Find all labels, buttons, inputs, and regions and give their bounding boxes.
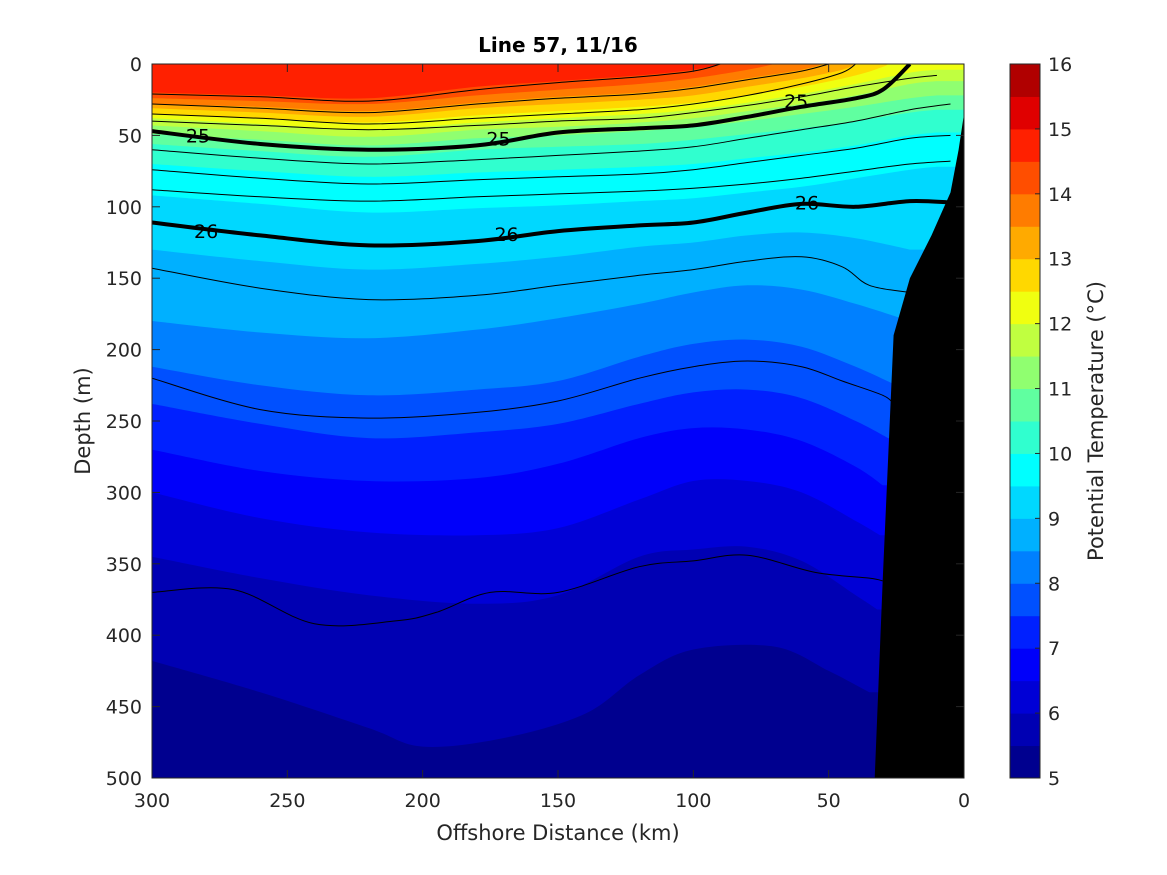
y-tick-label: 450	[106, 697, 142, 719]
chart-title: Line 57, 11/16	[478, 33, 638, 57]
contour-label: 25	[784, 91, 808, 113]
density-contour	[152, 360, 894, 419]
colorbar-swatch	[1010, 485, 1040, 519]
x-tick-label: 100	[675, 790, 711, 812]
temperature-band	[152, 64, 964, 99]
x-tick-label: 0	[958, 790, 970, 812]
y-tick-label: 100	[106, 197, 142, 219]
y-tick-label: 350	[106, 554, 142, 576]
colorbar-swatch	[1010, 713, 1040, 747]
density-contour	[152, 64, 721, 102]
colorbar-tick-label: 11	[1048, 379, 1072, 401]
colorbar-tick-label: 5	[1048, 768, 1060, 790]
x-tick-label: 200	[405, 790, 441, 812]
colorbar-tick-label: 16	[1048, 54, 1072, 76]
colorbar-swatch	[1010, 745, 1040, 779]
colorbar-swatch	[1010, 323, 1040, 357]
colorbar-swatch	[1010, 518, 1040, 552]
colorbar-swatch	[1010, 291, 1040, 325]
colorbar-tick-label: 7	[1048, 638, 1060, 660]
contour-label: 25	[186, 125, 210, 147]
colorbar-tick-label: 12	[1048, 314, 1072, 336]
colorbar-swatch	[1010, 388, 1040, 422]
colorbar-swatch	[1010, 64, 1040, 97]
y-tick-label: 0	[130, 54, 142, 76]
x-tick-label: 50	[817, 790, 841, 812]
colorbar-tick-label: 6	[1048, 703, 1060, 725]
density-contour	[152, 103, 951, 165]
colorbar-swatch	[1010, 161, 1040, 195]
y-axis-label: Depth (m)	[71, 367, 95, 474]
seafloor	[874, 114, 964, 778]
colorbar: 5 6 7 8 9 10 11 12 13 14 15 16	[1009, 54, 1072, 790]
colorbar-swatch	[1010, 421, 1040, 454]
contour-label: 25	[486, 128, 510, 150]
density-contour-bold	[152, 64, 912, 152]
density-contour	[152, 256, 910, 301]
colorbar-swatch	[1010, 226, 1040, 260]
colorbar-tick-label: 9	[1048, 508, 1060, 530]
colorbar-swatch	[1010, 453, 1040, 487]
x-axis-label: Offshore Distance (km)	[436, 821, 679, 845]
colorbar-swatch	[1010, 680, 1040, 714]
contour-label: 26	[194, 221, 218, 243]
colorbar-swatch	[1010, 258, 1040, 292]
bathymetry	[874, 114, 964, 778]
colorbar-tick-label: 10	[1048, 443, 1072, 465]
colorbar-swatch	[1010, 96, 1040, 130]
colorbar-label: Potential Temperature (°C)	[1084, 281, 1108, 561]
y-tick-label: 250	[106, 411, 142, 433]
colorbar-tick-label: 15	[1048, 119, 1072, 141]
density-contour	[152, 160, 951, 202]
density-contours	[152, 64, 951, 627]
contour-label: 26	[494, 224, 518, 246]
colorbar-tick-label: 14	[1048, 184, 1072, 206]
colorbar-swatch	[1010, 583, 1040, 617]
colorbar-frame	[1009, 63, 1041, 779]
colorbar-tick-label: 8	[1048, 573, 1060, 595]
density-contour-bold	[152, 198, 951, 248]
y-tick-label: 500	[106, 768, 142, 790]
density-contour	[152, 64, 856, 125]
x-axis-ticks: 300 250 200 150 100 50 0	[134, 64, 970, 812]
density-contour	[152, 74, 937, 131]
density-contour	[152, 64, 829, 114]
colorbar-swatch	[1010, 648, 1040, 682]
contour-labels: 25 25 25 26 26 26	[186, 91, 819, 246]
plot-area	[152, 64, 964, 778]
colorbar-tick-label: 13	[1048, 249, 1072, 271]
colorbar-swatch	[1010, 356, 1040, 390]
density-contour	[152, 554, 883, 627]
density-contour	[152, 134, 951, 185]
x-tick-label: 300	[134, 790, 170, 812]
y-tick-label: 150	[106, 268, 142, 290]
y-tick-label: 400	[106, 625, 142, 647]
y-tick-label: 300	[106, 482, 142, 504]
y-tick-label: 50	[118, 125, 142, 147]
colorbar-swatch	[1010, 193, 1040, 227]
colorbar-swatch	[1010, 550, 1040, 584]
x-tick-label: 150	[540, 790, 576, 812]
y-tick-label: 200	[106, 340, 142, 362]
x-tick-label: 250	[269, 790, 305, 812]
contour-label: 26	[795, 193, 819, 215]
y-axis-ticks: 0 50 100 150 200 250 300 350 400 450 500	[106, 54, 964, 790]
colorbar-swatch	[1010, 128, 1040, 162]
colorbar-swatch	[1010, 615, 1040, 649]
